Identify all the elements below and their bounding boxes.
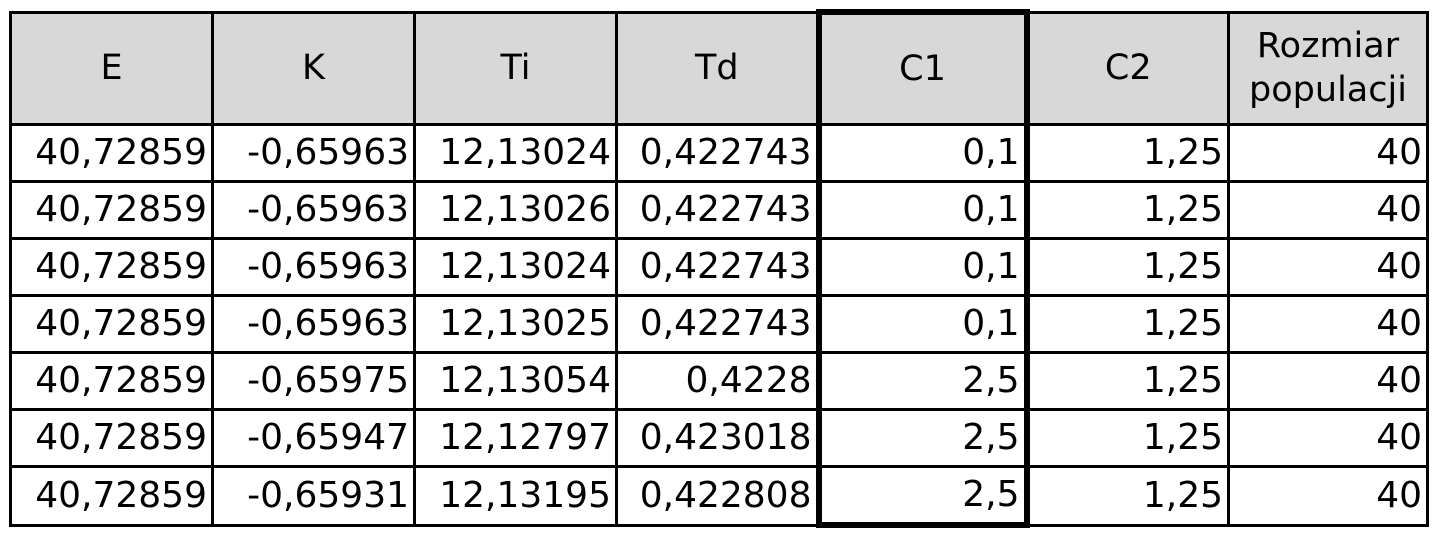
cell-k: -0,65947 (211, 408, 416, 468)
header-e: E (9, 10, 214, 126)
cell-c1: 0,1 (815, 180, 1030, 240)
cell-population-size: 40 (1227, 294, 1429, 354)
cell-ti: 12,13025 (413, 294, 618, 354)
cell-td: 0,422743 (615, 123, 820, 183)
cell-ti: 12,12797 (413, 408, 618, 468)
table-row: 40,72859 -0,65963 12,13025 0,422743 0,1 1,25 4… (9, 294, 1429, 354)
cell-td: 0,422808 (615, 465, 820, 527)
table-container: E K Ti Td C1 C2 Rozmiar populacji 40,728… (9, 9, 1429, 528)
cell-population-size: 40 (1227, 237, 1429, 297)
cell-c1: 2,5 (815, 408, 1030, 468)
cell-ti: 12,13026 (413, 180, 618, 240)
cell-e: 40,72859 (9, 237, 214, 297)
cell-c2: 1,25 (1025, 408, 1230, 468)
cell-k: -0,65963 (211, 180, 416, 240)
cell-e: 40,72859 (9, 294, 214, 354)
table-row: 40,72859 -0,65963 12,13026 0,422743 0,1 1,25 4… (9, 180, 1429, 240)
header-row: E K Ti Td C1 C2 Rozmiar populacji (9, 9, 1429, 126)
cell-c2: 1,25 (1025, 465, 1230, 527)
cell-td: 0,4228 (615, 351, 820, 411)
header-k: K (211, 10, 416, 126)
cell-k: -0,65963 (211, 123, 416, 183)
header-population-size: Rozmiar populacji (1227, 10, 1429, 126)
cell-td: 0,422743 (615, 180, 820, 240)
table-row: 40,72859 -0,65931 12,13195 0,422808 2,5 1,25 4… (9, 465, 1429, 528)
cell-c2: 1,25 (1025, 237, 1230, 297)
cell-k: -0,65963 (211, 237, 416, 297)
cell-population-size: 40 (1227, 180, 1429, 240)
header-c1: C1 (815, 9, 1030, 126)
cell-c2: 1,25 (1025, 180, 1230, 240)
cell-ti: 12,13054 (413, 351, 618, 411)
cell-e: 40,72859 (9, 180, 214, 240)
cell-c2: 1,25 (1025, 294, 1230, 354)
cell-population-size: 40 (1227, 465, 1429, 527)
cell-c1: 2,5 (815, 351, 1030, 411)
cell-e: 40,72859 (9, 123, 214, 183)
cell-ti: 12,13024 (413, 237, 618, 297)
cell-population-size: 40 (1227, 123, 1429, 183)
cell-ti: 12,13024 (413, 123, 618, 183)
cell-e: 40,72859 (9, 408, 214, 468)
cell-c2: 1,25 (1025, 123, 1230, 183)
table-body: 40,72859 -0,65963 12,13024 0,422743 0,1 1,25 4… (9, 123, 1429, 528)
cell-c1: 0,1 (815, 294, 1030, 354)
cell-c1: 2,5 (815, 465, 1030, 528)
cell-k: -0,65975 (211, 351, 416, 411)
header-td: Td (615, 10, 820, 126)
cell-population-size: 40 (1227, 408, 1429, 468)
table-row: 40,72859 -0,65947 12,12797 0,423018 2,5 1,25 4… (9, 408, 1429, 468)
table-row: 40,72859 -0,65975 12,13054 0,4228 2,5 1,25 40 (9, 351, 1429, 411)
results-table: E K Ti Td C1 C2 Rozmiar populacji 40,728… (9, 9, 1429, 528)
cell-k: -0,65931 (211, 465, 416, 527)
cell-e: 40,72859 (9, 351, 214, 411)
cell-c2: 1,25 (1025, 351, 1230, 411)
header-ti: Ti (413, 10, 618, 126)
cell-td: 0,422743 (615, 294, 820, 354)
cell-e: 40,72859 (9, 465, 214, 527)
cell-population-size: 40 (1227, 351, 1429, 411)
cell-k: -0,65963 (211, 294, 416, 354)
cell-c1: 0,1 (815, 123, 1030, 183)
table-row: 40,72859 -0,65963 12,13024 0,422743 0,1 1,25 4… (9, 237, 1429, 297)
table-row: 40,72859 -0,65963 12,13024 0,422743 0,1 1,25 4… (9, 123, 1429, 183)
cell-c1: 0,1 (815, 237, 1030, 297)
cell-ti: 12,13195 (413, 465, 618, 527)
cell-td: 0,423018 (615, 408, 820, 468)
cell-td: 0,422743 (615, 237, 820, 297)
header-c2: C2 (1025, 10, 1230, 126)
